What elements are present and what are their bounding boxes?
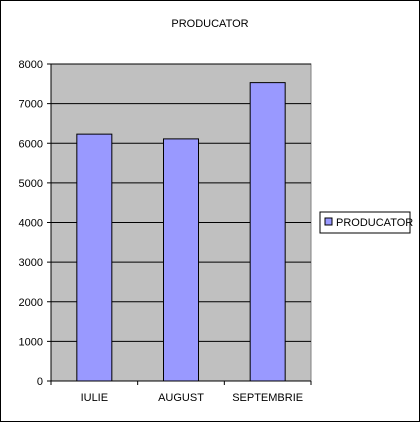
- y-tick-label: 1000: [19, 336, 43, 348]
- legend: PRODUCATOR: [319, 211, 413, 234]
- chart-title: PRODUCATOR: [171, 18, 248, 30]
- legend-label: PRODUCATOR: [336, 217, 413, 229]
- y-axis: 0 1000 2000 3000 4000 5000 6000 7000 8000: [19, 59, 52, 388]
- x-tick-label: SEPTEMBRIE: [232, 392, 303, 404]
- y-tick-label: 5000: [19, 178, 43, 190]
- legend-swatch: [324, 217, 333, 226]
- legend-box: [319, 211, 411, 234]
- y-tick-label: 2000: [19, 297, 43, 309]
- x-axis: IULIE AUGUST SEPTEMBRIE: [50, 380, 312, 404]
- x-tick-label: AUGUST: [158, 392, 204, 404]
- bar-august: [163, 138, 199, 382]
- bars: [76, 82, 286, 382]
- bar-septembrie: [249, 82, 286, 382]
- x-tick-label: IULIE: [81, 392, 109, 404]
- y-tick-label: 6000: [19, 138, 43, 150]
- y-tick-label: 8000: [19, 59, 43, 71]
- y-tick-label: 3000: [19, 257, 43, 269]
- y-tick-label: 0: [37, 376, 43, 388]
- bar-iulie: [76, 133, 113, 382]
- y-tick-label: 4000: [19, 218, 43, 230]
- y-tick-label: 7000: [19, 99, 43, 111]
